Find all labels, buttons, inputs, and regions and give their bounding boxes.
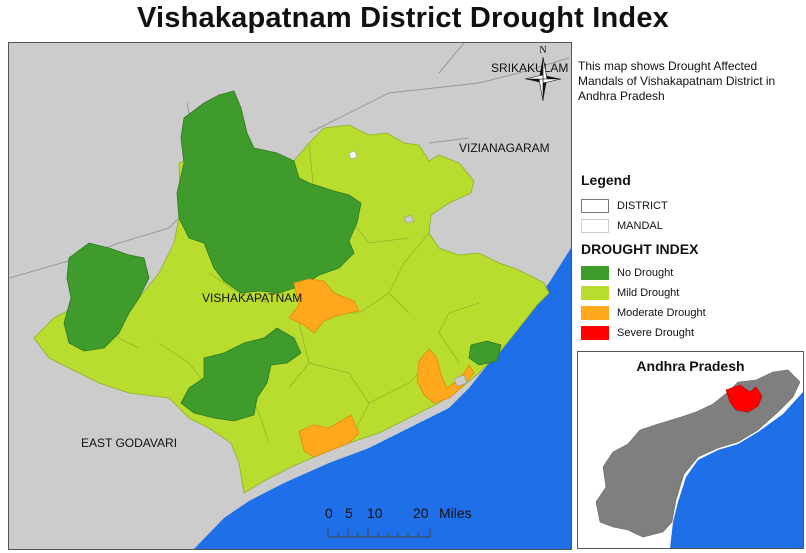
scale-unit-label: Miles — [439, 505, 472, 521]
region-moderate-drought-central — [288, 278, 360, 334]
legend-item-mild-drought: Mild Drought — [581, 283, 803, 303]
region-no-drought-north — [176, 90, 362, 294]
legend-swatch — [581, 266, 609, 280]
legend-swatch — [581, 286, 609, 300]
region-moderate-drought-coast — [416, 348, 475, 404]
drought-index-title: DROUGHT INDEX — [581, 241, 699, 257]
map-canvas — [9, 43, 571, 549]
label-vishakapatnam: VISHAKAPATNAM — [202, 291, 303, 305]
city-area — [453, 374, 468, 387]
inset-title: Andhra Pradesh — [636, 358, 745, 374]
inset-sea — [670, 392, 803, 548]
legend-item-district: DISTRICT — [581, 196, 803, 216]
legend-item-moderate-drought: Moderate Drought — [581, 303, 803, 323]
region-no-drought-west — [63, 242, 150, 352]
legend-title: Legend — [581, 172, 631, 188]
scale-tick-label: 5 — [345, 505, 353, 521]
legend-item-severe-drought: Severe Drought — [581, 323, 803, 343]
region-no-drought-south — [180, 327, 302, 422]
label-srikakulam: SRIKAKULAM — [491, 61, 569, 75]
region-moderate-drought-south — [298, 414, 360, 458]
islet — [403, 214, 415, 224]
scale-tick-label: 20 — [413, 505, 429, 521]
map-description: This map shows Drought Affected Mandals … — [578, 59, 776, 103]
north-label: N — [539, 45, 546, 56]
region-no-drought-coast — [468, 340, 502, 366]
legend-label: MANDAL — [617, 220, 663, 232]
legend-swatch — [581, 199, 609, 213]
legend-swatch — [581, 326, 609, 340]
legend-swatch — [581, 306, 609, 320]
scale-tick-label: 0 — [325, 505, 333, 521]
inset-state-andhra-pradesh — [595, 369, 801, 538]
region-mild-drought — [33, 124, 550, 494]
map-title: Vishakapatnam District Drought Index — [136, 2, 669, 34]
sea-area — [194, 248, 571, 549]
label-east-godavari: EAST GODAVARI — [81, 436, 178, 450]
inset-canvas — [595, 369, 803, 548]
legend-item-no-drought: No Drought — [581, 263, 803, 283]
legend: Legend DISTRICT MANDAL DROUGHT INDEX No … — [581, 172, 803, 343]
islet — [348, 150, 358, 160]
legend-label: Severe Drought — [617, 327, 695, 339]
legend-label: Moderate Drought — [617, 307, 706, 319]
inset-map[interactable]: Andhra Pradesh — [577, 351, 804, 549]
inset-highlight-vishakapatnam — [725, 384, 763, 413]
legend-label: Mild Drought — [617, 287, 680, 299]
main-map[interactable]: SRIKAKULAM VIZIANAGARAM VISHAKAPATNAM EA… — [8, 42, 572, 550]
legend-label: No Drought — [617, 267, 674, 279]
legend-swatch — [581, 219, 609, 233]
legend-label: DISTRICT — [617, 200, 668, 212]
scale-tick-label: 10 — [367, 505, 383, 521]
legend-item-mandal: MANDAL — [581, 216, 803, 236]
label-vizianagaram: VIZIANAGARAM — [459, 141, 550, 155]
scale-bar-graphic — [327, 529, 431, 538]
